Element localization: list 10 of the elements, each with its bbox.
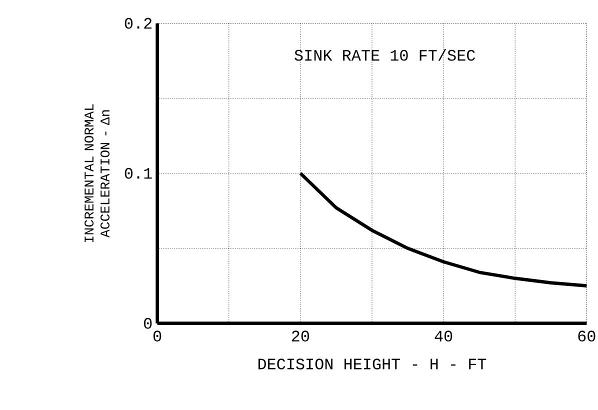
x-axis-title: DECISION HEIGHT - H - FT: [258, 358, 486, 370]
annotation: SINK RATE 10 FT/SEC: [294, 49, 476, 61]
x-tick-label: 60: [578, 330, 596, 342]
y-axis-title: INCREMENTAL NORMAL ACCELERATION - Δn: [84, 104, 110, 242]
y-tick-label: 0: [144, 318, 152, 329]
x-tick-label: 0: [154, 330, 162, 342]
x-tick-label: 20: [292, 330, 310, 342]
y-tick-label: 0.1: [124, 168, 152, 179]
x-tick-label: 40: [434, 330, 452, 342]
y-tick-label: 0.2: [124, 18, 152, 29]
